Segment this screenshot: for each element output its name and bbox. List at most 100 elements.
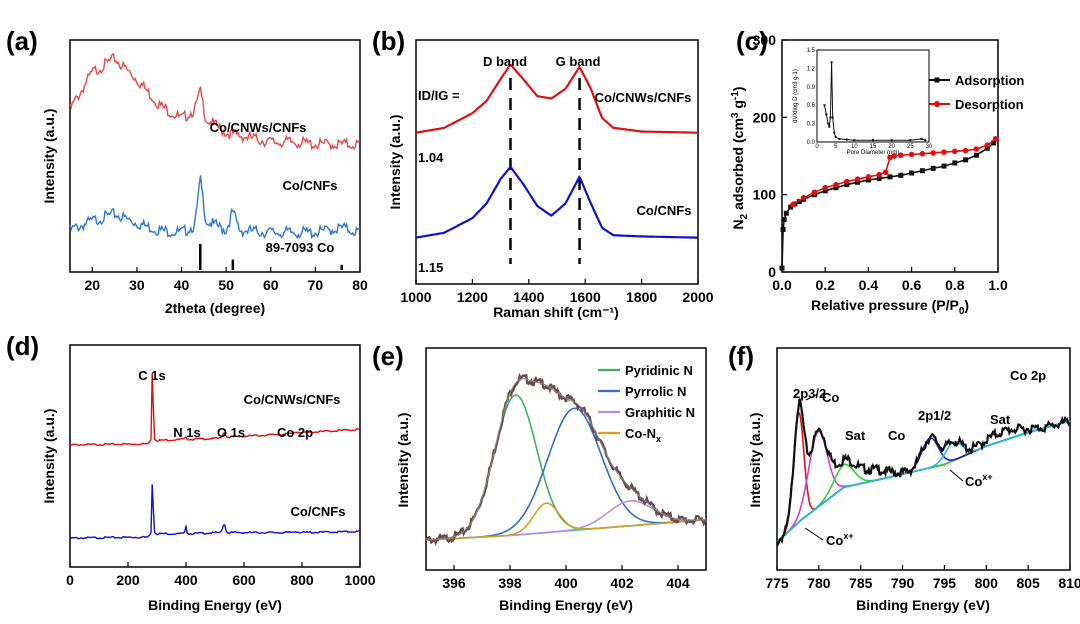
x-axis-d-tick-label: 200 xyxy=(116,572,140,588)
inset-x-tick-label: 30 xyxy=(926,144,933,150)
peak-label-n1s: N 1s xyxy=(173,425,200,440)
inset-point xyxy=(924,139,927,142)
x-axis-d-tick-label: 1000 xyxy=(344,572,375,588)
inset-point xyxy=(833,131,836,134)
panel-label-d: (d) xyxy=(6,331,39,361)
annot-arrows-f xyxy=(804,393,964,541)
inset-point xyxy=(909,139,912,142)
inset-point xyxy=(834,136,837,139)
inset-y-tick-label: 1.2 xyxy=(807,66,816,72)
isotherm-point-desorption xyxy=(919,150,926,157)
x-axis-c-tick-label: 0.0 xyxy=(772,277,792,293)
x-axis-c-tick-label: 1.0 xyxy=(988,277,1008,293)
x-axis-d-tick-label: 800 xyxy=(290,572,314,588)
x-axis-f-tick-label: 775 xyxy=(765,575,789,591)
inset-y-label: dV/dlog D (cm3 g-1) xyxy=(793,69,799,123)
fit-component-f-4 xyxy=(776,420,1071,543)
inset-point xyxy=(890,139,893,142)
x-axis-f-tick-label: 810 xyxy=(1058,575,1080,591)
fit-component-pyrrolic-n xyxy=(425,407,707,541)
xrd-series-co-cnws-cnfs xyxy=(69,52,361,151)
panel-label-e: (e) xyxy=(372,341,404,371)
panel-b: (b) 1000 1200 1400 1600 1800 2000 D band G ba… xyxy=(372,26,714,320)
x-axis-d-tick-label: 400 xyxy=(174,572,198,588)
xps-survey-co-cnws-cnfs xyxy=(69,373,361,447)
inset-point xyxy=(827,122,830,125)
legend-c: Adsorption Desorption xyxy=(925,73,1024,112)
series-group-a xyxy=(69,52,361,240)
annot-sat-1: Sat xyxy=(845,428,866,443)
x-axis-f-tick-label: 800 xyxy=(975,575,999,591)
isotherm-point-adsorption xyxy=(822,188,828,194)
raman-series-co-cnfs xyxy=(415,166,698,239)
isotherm-point-desorption xyxy=(891,153,898,159)
fit-component-f-3 xyxy=(776,420,1071,543)
x-axis-f-tick-label: 785 xyxy=(849,575,873,591)
panel-a: (a) 20 30 40 50 60 70 80 Co/CNWs/CNFs Co/CNFs … xyxy=(6,26,368,316)
inset-point xyxy=(845,138,848,141)
x-axis-f-tick-label: 805 xyxy=(1016,575,1040,591)
legend-label-adsorption: Adsorption xyxy=(955,73,1024,88)
x-axis-e-tick-label: 396 xyxy=(442,575,466,591)
x-axis-e-tick-label: 404 xyxy=(666,575,690,591)
isotherm-point-desorption xyxy=(811,189,818,196)
isotherm-point-adsorption xyxy=(876,175,882,181)
isotherm-point-desorption xyxy=(822,184,828,191)
inset-frame xyxy=(816,49,930,143)
isotherm-point-desorption xyxy=(930,150,936,156)
isotherm-point-adsorption xyxy=(783,210,789,216)
legend-label-desorption: Desorption xyxy=(955,97,1024,112)
x-axis-e-tick-label: 402 xyxy=(610,575,634,591)
isotherm-point-desorption xyxy=(941,149,947,155)
legend-e: Pyridinic N Pyrrolic N Graphitic N Co-Nx xyxy=(598,363,695,444)
xrd-series-co-cnfs xyxy=(69,175,361,240)
x-axis-a-tick-label: 30 xyxy=(129,277,145,293)
legend-marker-adsorption xyxy=(934,77,940,83)
isotherm-point-adsorption xyxy=(898,172,904,178)
plot-frame-c xyxy=(781,39,999,273)
isotherm-point-adsorption xyxy=(909,170,915,176)
inset-point xyxy=(830,61,833,64)
isotherm-point-adsorption xyxy=(833,185,839,191)
annot-cox-1: Cox+ xyxy=(965,472,993,489)
isotherm-point-desorption xyxy=(865,174,872,180)
band-label-d: D band xyxy=(483,54,527,69)
x-ticks-e: 396 398 400 402 404 xyxy=(442,565,690,591)
inset-point xyxy=(823,104,826,107)
series-label-co-cnfs-a: Co/CNFs xyxy=(283,178,338,193)
isotherm-point-desorption xyxy=(984,142,990,148)
isotherm-point-adsorption xyxy=(865,177,871,183)
legend-marker-desorption xyxy=(934,101,940,107)
isotherm-point-adsorption xyxy=(788,204,794,210)
inset-x-tick-label: 0 xyxy=(815,144,819,150)
annot-cox-2: Cox+ xyxy=(826,531,854,548)
inset-y-tick-label: 1.5 xyxy=(807,48,816,54)
isotherm-point-adsorption xyxy=(780,226,786,232)
legend-label-graphitic-n: Graphitic N xyxy=(625,405,695,420)
x-axis-d-tick-label: 0 xyxy=(66,572,74,588)
panel-label-c: (c) xyxy=(736,26,768,56)
y-axis-label-e: Intensity (a.u.) xyxy=(395,413,411,508)
isotherm-point-adsorption xyxy=(887,174,893,180)
inset-point xyxy=(920,137,923,140)
panel-d: (d) 0 200 400 600 800 1000 C 1s N 1s O 1s Co … xyxy=(6,331,376,613)
experimental-spectrum-co2p xyxy=(775,398,1071,547)
x-axis-f-tick-label: 795 xyxy=(933,575,957,591)
x-axis-label-b: Raman shift (cm⁻¹) xyxy=(493,304,619,320)
x-axis-a-tick-label: 50 xyxy=(218,277,234,293)
annot-2p3-2: 2p3/2 xyxy=(793,386,826,401)
isotherm-point-desorption xyxy=(952,148,958,155)
x-axis-c-tick-label: 0.2 xyxy=(815,277,835,293)
inset-y-tick-label: 0.9 xyxy=(807,85,816,91)
fit-baseline-f xyxy=(776,420,1071,543)
x-axis-a-tick-label: 80 xyxy=(352,277,368,293)
plot-frame-d xyxy=(69,344,361,568)
x-axis-c-tick-label: 0.8 xyxy=(945,277,965,293)
inset-x-tick-label: 25 xyxy=(907,144,914,150)
fit-component-graphitic-n xyxy=(425,500,707,541)
inset-point xyxy=(853,139,856,142)
x-axis-c-tick-label: 0.6 xyxy=(902,277,922,293)
ratio-label-b: ID/IG = xyxy=(418,88,460,103)
isotherm-point-adsorption xyxy=(991,140,997,146)
